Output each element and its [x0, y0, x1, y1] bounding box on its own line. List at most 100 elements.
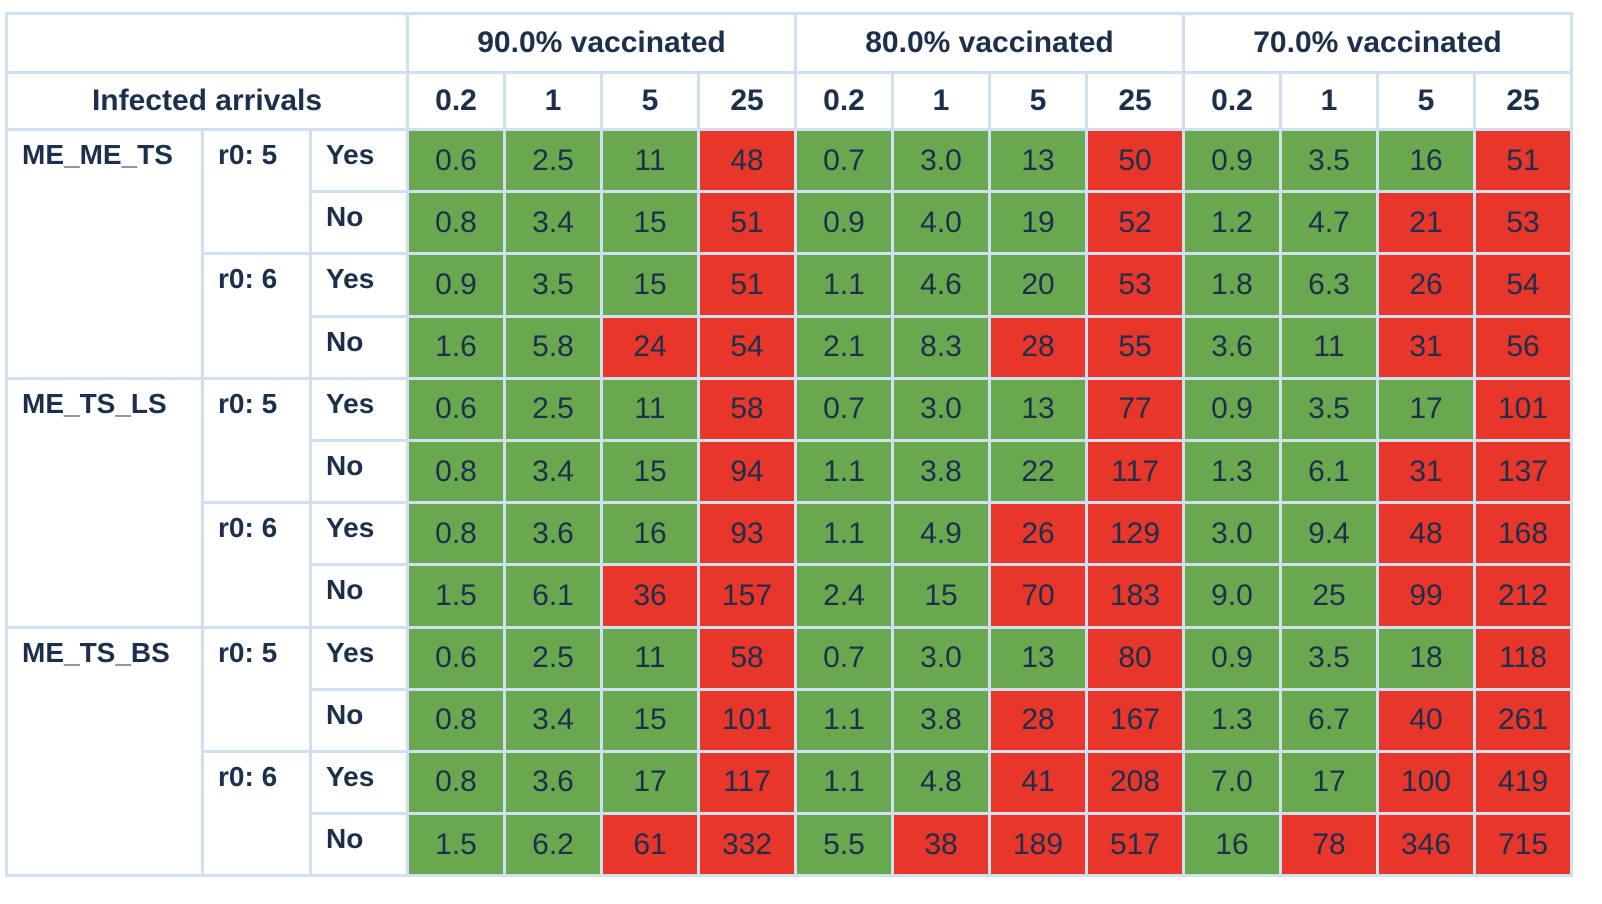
data-cell: 54 — [700, 317, 794, 377]
data-cell: 80 — [1088, 628, 1182, 688]
arrival-level-header: 25 — [1476, 74, 1570, 128]
data-cell: 100 — [1379, 752, 1473, 813]
data-cell: 189 — [991, 815, 1085, 875]
data-cell: 51 — [1476, 131, 1570, 191]
data-cell: 332 — [700, 815, 794, 875]
data-cell: 715 — [1476, 815, 1570, 875]
arrival-level-header: 0.2 — [409, 74, 503, 128]
table-row: No 1.5 6.2 61 332 5.5 38 189 517 16 78 346 715 — [8, 815, 1570, 875]
data-cell: 61 — [603, 815, 697, 875]
data-cell: 21 — [1379, 193, 1473, 253]
data-cell: 183 — [1088, 566, 1182, 626]
table-row: r0: 6 Yes 0.8 3.6 17 117 1.1 4.8 41 208 7.0 17 100 41… — [8, 752, 1570, 875]
yes-no-label: No — [312, 317, 406, 377]
data-cell: 157 — [700, 566, 794, 626]
data-cell: 118 — [1476, 628, 1570, 688]
model-label: ME_TS_BS — [8, 628, 201, 875]
data-cell: 16 — [1185, 815, 1279, 875]
data-cell: 0.8 — [409, 690, 503, 750]
r0-label: r0: 6 — [204, 504, 309, 626]
table-row: r0: 6 Yes 0.9 3.5 15 51 1.1 4.6 20 53 1.8 6.3 26 54 — [8, 255, 1570, 377]
data-cell: 70 — [991, 566, 1085, 626]
model-label: ME_ME_TS — [8, 131, 201, 377]
arrival-level-header: 25 — [700, 74, 794, 128]
data-cell: 0.6 — [409, 628, 503, 688]
data-cell: 25 — [1282, 566, 1376, 626]
data-cell: 517 — [1088, 815, 1182, 875]
r0-label: r0: 6 — [204, 752, 309, 875]
arrival-level-header: 0.2 — [797, 74, 891, 128]
data-cell: 0.9 — [1185, 628, 1279, 688]
data-cell: 19 — [991, 193, 1085, 253]
data-cell: 4.9 — [894, 504, 988, 564]
data-cell: 11 — [603, 628, 697, 688]
data-cell: 13 — [991, 628, 1085, 688]
corner-cell — [8, 15, 406, 71]
data-cell: 2.5 — [506, 131, 600, 191]
vaccination-group-header: 70.0% vaccinated — [1185, 15, 1570, 71]
data-cell: 17 — [1282, 752, 1376, 813]
data-cell: 38 — [894, 815, 988, 875]
data-cell: 17 — [1379, 379, 1473, 439]
table-row: r0: 6 Yes 0.8 3.6 16 93 1.1 4.9 26 129 3.0 9.4 48 168 — [8, 504, 1570, 626]
data-cell: 129 — [1088, 504, 1182, 564]
data-cell: 101 — [1476, 379, 1570, 439]
data-cell: 0.6 — [409, 379, 503, 439]
yes-no-label: Yes — [312, 628, 406, 688]
data-cell: 15 — [603, 441, 697, 502]
data-cell: 6.1 — [1282, 441, 1376, 502]
data-cell: 11 — [1282, 317, 1376, 377]
data-cell: 50 — [1088, 131, 1182, 191]
data-cell: 18 — [1379, 628, 1473, 688]
data-cell: 28 — [991, 317, 1085, 377]
r0-label: r0: 5 — [204, 379, 309, 502]
data-cell: 51 — [700, 193, 794, 253]
yes-no-label: No — [312, 441, 406, 502]
data-cell: 3.6 — [506, 752, 600, 813]
data-cell: 9.0 — [1185, 566, 1279, 626]
yes-no-label: Yes — [312, 752, 406, 813]
data-cell: 117 — [700, 752, 794, 813]
data-cell: 0.6 — [409, 131, 503, 191]
data-cell: 1.6 — [409, 317, 503, 377]
data-cell: 3.4 — [506, 193, 600, 253]
data-cell: 1.3 — [1185, 690, 1279, 750]
data-cell: 3.5 — [1282, 628, 1376, 688]
yes-no-label: No — [312, 566, 406, 626]
data-cell: 3.5 — [1282, 379, 1376, 439]
r0-label: r0: 5 — [204, 131, 309, 253]
data-cell: 94 — [700, 441, 794, 502]
data-cell: 5.5 — [797, 815, 891, 875]
data-cell: 4.6 — [894, 255, 988, 315]
data-cell: 48 — [1379, 504, 1473, 564]
yes-no-label: No — [312, 815, 406, 875]
data-cell: 1.5 — [409, 815, 503, 875]
data-cell: 3.6 — [506, 504, 600, 564]
data-cell: 41 — [991, 752, 1085, 813]
data-cell: 5.8 — [506, 317, 600, 377]
arrival-level-header: 0.2 — [1185, 74, 1279, 128]
data-cell: 2.5 — [506, 628, 600, 688]
data-cell: 6.7 — [1282, 690, 1376, 750]
data-cell: 4.8 — [894, 752, 988, 813]
data-cell: 3.5 — [1282, 131, 1376, 191]
row-header-label: Infected arrivals — [8, 74, 406, 128]
data-cell: 77 — [1088, 379, 1182, 439]
data-cell: 419 — [1476, 752, 1570, 813]
table-row: No 1.5 6.1 36 157 2.4 15 70 183 9.0 25 99 212 — [8, 566, 1570, 626]
data-cell: 1.1 — [797, 441, 891, 502]
data-cell: 58 — [700, 628, 794, 688]
data-cell: 0.8 — [409, 193, 503, 253]
data-cell: 55 — [1088, 317, 1182, 377]
r0-label: r0: 5 — [204, 628, 309, 750]
data-cell: 26 — [1379, 255, 1473, 315]
vaccination-group-header: 80.0% vaccinated — [797, 15, 1182, 71]
data-cell: 208 — [1088, 752, 1182, 813]
data-cell: 1.1 — [797, 255, 891, 315]
table-row: No 0.8 3.4 15 94 1.1 3.8 22 117 1.3 6.1 31 137 — [8, 441, 1570, 502]
data-cell: 0.8 — [409, 504, 503, 564]
data-cell: 24 — [603, 317, 697, 377]
vaccination-scenario-table: 90.0% vaccinated 80.0% vaccinated 70.0% va… — [5, 12, 1573, 878]
arrival-level-header: 5 — [603, 74, 697, 128]
data-cell: 13 — [991, 131, 1085, 191]
